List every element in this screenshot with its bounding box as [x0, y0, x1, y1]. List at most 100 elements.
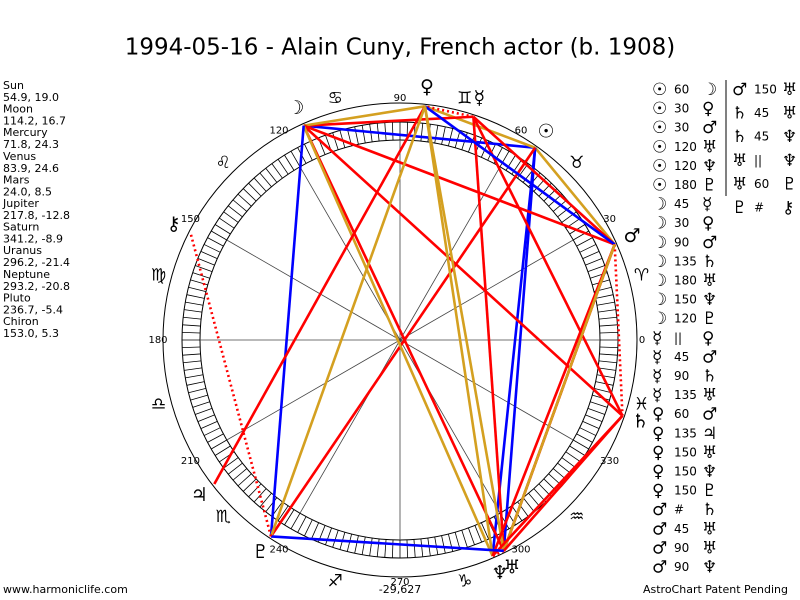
aspect-line	[424, 105, 536, 149]
planet-position: 24.0, 8.5	[3, 185, 52, 198]
aspect-from: ☽	[652, 290, 667, 310]
sign-glyph: ♍	[151, 265, 166, 285]
degree-tick	[253, 488, 267, 503]
degree-tick	[565, 451, 581, 463]
sign-glyph: ♓	[634, 395, 649, 415]
degree-tick	[304, 519, 313, 537]
aspect-to: ♂	[702, 118, 717, 138]
aspect-from: ☽	[652, 309, 667, 329]
degree-tick	[599, 346, 618, 349]
planet-position: 114.2, 16.7	[3, 115, 66, 128]
aspect-to: ⚷	[782, 198, 794, 218]
aspect-type: 150	[674, 445, 697, 459]
degree-tick	[214, 224, 231, 235]
aspect-type: ||	[674, 331, 682, 345]
aspect-from: ☽	[652, 233, 667, 253]
degree-tick	[597, 309, 616, 313]
degree-tick	[290, 513, 301, 529]
degree-tick	[186, 294, 205, 299]
degree-label: 90	[394, 93, 407, 104]
planet-position: 293.2, -20.8	[3, 280, 70, 293]
degree-tick	[182, 331, 201, 334]
degree-tick	[242, 188, 257, 202]
degree-tick	[190, 394, 208, 401]
aspect-type: #	[674, 503, 684, 517]
degree-tick	[259, 492, 272, 508]
aspect-type: 45	[754, 130, 769, 144]
degree-tick	[248, 182, 262, 197]
aspect-to: ♅	[702, 519, 717, 539]
aspect-from: ♂	[652, 519, 667, 539]
aspect-type: 180	[674, 274, 697, 288]
aspect-from: ♅	[732, 174, 747, 194]
degree-tick	[186, 381, 205, 386]
planet-name: Saturn	[3, 221, 39, 234]
aspect-line	[189, 232, 273, 537]
aspect-to: ☿	[702, 195, 712, 215]
degree-tick	[369, 537, 373, 556]
degree-tick	[599, 324, 618, 327]
aspect-type: 150	[674, 465, 697, 479]
degree-tick	[406, 539, 409, 558]
aspect-line	[303, 105, 426, 127]
aspect-type: 45	[674, 522, 689, 536]
spoke	[226, 339, 401, 441]
degree-tick	[203, 427, 221, 436]
degree-tick	[576, 433, 593, 443]
aspect-from: ♀	[652, 462, 664, 482]
planet-name: Uranus	[3, 244, 42, 257]
aspect-to: ♆	[702, 558, 717, 578]
aspect-type: 60	[754, 177, 769, 191]
degree-tick	[237, 193, 252, 207]
degree-tick	[461, 530, 468, 548]
wheel	[162, 102, 638, 578]
degree-tick	[579, 427, 597, 436]
aspect-type: 135	[674, 388, 697, 402]
sign-glyph: ♒	[569, 507, 584, 527]
aspect-line	[613, 244, 624, 416]
aspect-line	[303, 115, 474, 127]
aspect-from: ♀	[652, 424, 664, 444]
aspect-from: ☽	[652, 195, 667, 215]
degree-tick	[265, 167, 278, 183]
degree-tick	[242, 478, 257, 492]
aspect-type: 90	[674, 235, 689, 249]
aspect-from: ☉	[652, 80, 667, 100]
degree-tick	[361, 125, 366, 144]
planet-glyph: ♂	[624, 225, 641, 247]
aspect-type: 135	[674, 254, 697, 268]
sign-glyph: ♈	[634, 265, 649, 285]
planet-glyph: ♃	[191, 484, 208, 506]
sign-glyph: ♑	[457, 571, 472, 591]
aspect-line	[502, 243, 616, 552]
degree-tick	[237, 473, 252, 487]
planet-glyph: ♇	[252, 541, 269, 563]
aspect-to: ♂	[702, 233, 717, 253]
aspect-from: ☿	[652, 367, 662, 387]
planet-position: 296.2, -21.4	[3, 256, 70, 269]
degree-tick	[188, 387, 207, 394]
degree-tick	[259, 172, 272, 188]
aspect-to: ♆	[702, 290, 717, 310]
planet-name: Chiron	[3, 315, 39, 328]
sign-glyph: ♉	[569, 153, 584, 173]
degree-tick	[277, 159, 289, 175]
aspect-from: ☿	[652, 328, 662, 348]
aspect-line	[303, 124, 616, 246]
degree-tick	[214, 445, 231, 456]
degree-tick	[595, 294, 614, 299]
aspect-to: ♂	[702, 347, 717, 367]
aspect-line	[472, 116, 506, 551]
aspect-line	[491, 414, 624, 557]
aspect-from: ☉	[652, 118, 667, 138]
aspect-to: ♆	[782, 151, 797, 171]
planet-glyph: ♅	[504, 556, 521, 578]
degree-tick	[599, 353, 618, 356]
degree-tick	[182, 346, 201, 349]
degree-tick	[253, 177, 267, 192]
sign-glyph: ♐	[328, 571, 343, 591]
aspect-line	[492, 549, 505, 558]
aspect-to: ♅	[702, 386, 717, 406]
planet-name: Moon	[3, 103, 33, 116]
aspect-type: 45	[674, 197, 689, 211]
